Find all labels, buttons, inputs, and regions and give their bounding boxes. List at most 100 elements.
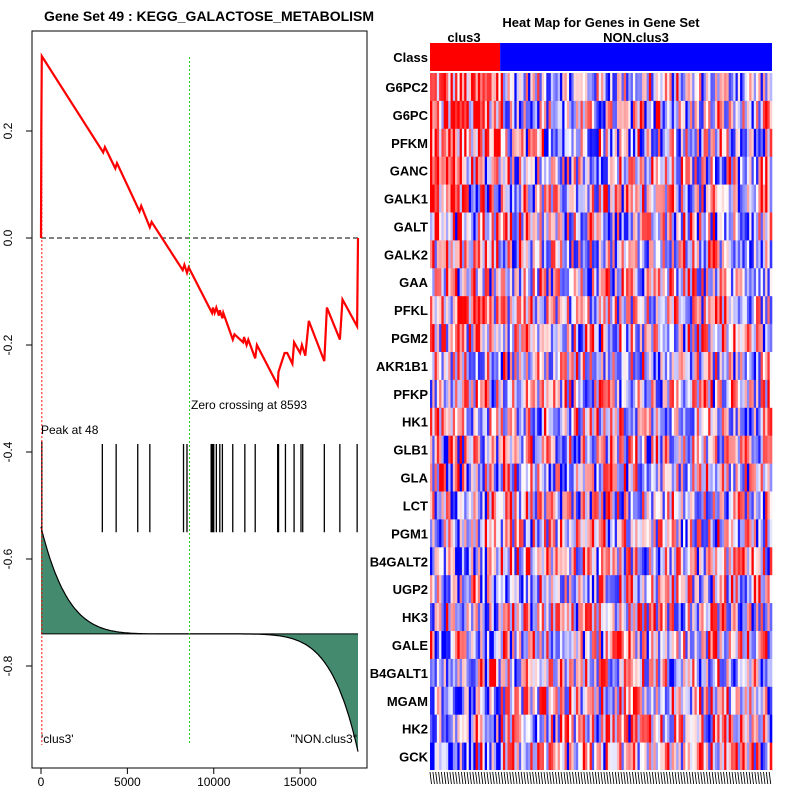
heatmap-cell	[500, 184, 504, 213]
heatmap-cell	[500, 407, 504, 436]
heatmap-cell	[708, 212, 711, 241]
heatmap-cell	[591, 212, 595, 241]
heatmap-cell	[726, 156, 729, 185]
heatmap-cell	[548, 463, 552, 492]
heatmap-cell	[762, 435, 766, 464]
heatmap-cell	[630, 100, 634, 130]
heatmap-cell	[514, 603, 517, 632]
heatmap-cell	[705, 324, 709, 353]
heatmap-cell	[705, 686, 709, 715]
heatmap-cell	[628, 631, 631, 660]
heatmap-cell	[712, 463, 716, 492]
heatmap-cell	[573, 100, 577, 130]
heatmap-cell	[623, 73, 627, 102]
heatmap-cell	[500, 156, 504, 185]
heatmap-cell	[621, 73, 625, 102]
heatmap-cell	[628, 686, 631, 715]
sample-label-tick	[483, 771, 487, 785]
heatmap-cell	[667, 212, 670, 241]
heatmap-cell	[443, 519, 447, 548]
heatmap-cell	[525, 352, 529, 381]
heatmap-cell	[582, 463, 586, 492]
heatmap-cell	[696, 435, 700, 464]
heatmap-cell	[532, 575, 536, 604]
heatmap-cell	[507, 156, 511, 185]
heatmap-cell	[445, 73, 449, 102]
heatmap-cell	[475, 631, 479, 660]
heatmap-cell	[744, 128, 748, 157]
heatmap-cell	[573, 324, 577, 353]
heatmap-cell	[753, 658, 757, 688]
heatmap-cell	[673, 156, 677, 185]
sample-label-tick	[492, 771, 495, 785]
heatmap-cell	[721, 575, 725, 604]
heatmap-cell	[598, 658, 602, 688]
heatmap-cell	[664, 714, 668, 743]
heatmap-cell	[509, 184, 513, 213]
heatmap-cell	[603, 156, 606, 185]
heatmap-cell	[658, 575, 661, 604]
heatmap-cell	[632, 324, 636, 353]
heatmap-cell	[489, 296, 492, 325]
heatmap-cell	[473, 324, 476, 353]
heatmap-cell	[626, 631, 629, 660]
heatmap-cell	[703, 156, 707, 185]
heatmap-cell	[632, 407, 636, 436]
heatmap-cell	[646, 603, 650, 632]
heatmap-cell	[717, 379, 720, 409]
heatmap-cell	[744, 324, 748, 353]
heatmap-cell	[610, 156, 613, 185]
y-tick-label: -0.2	[1, 334, 15, 355]
heatmap-cell	[468, 519, 472, 548]
heatmap-cell	[439, 686, 442, 715]
heatmap-cell	[619, 324, 622, 353]
heatmap-cell	[553, 407, 556, 436]
heatmap-cell	[639, 491, 643, 520]
heatmap-cell	[450, 407, 454, 436]
heatmap-cell	[762, 519, 766, 548]
heatmap-cell	[676, 379, 679, 409]
heatmap-cell	[553, 268, 556, 297]
heatmap-cell	[701, 268, 704, 297]
heatmap-cell	[564, 547, 568, 576]
heatmap-cell	[443, 268, 447, 297]
heatmap-cell	[710, 658, 714, 688]
heatmap-cell	[733, 240, 736, 269]
heatmap-cell	[464, 212, 467, 241]
heatmap-cell	[737, 686, 741, 715]
heatmap-cell	[694, 128, 698, 157]
heatmap-cell	[767, 658, 771, 688]
heatmap-cell	[689, 184, 693, 213]
heatmap-cell	[441, 686, 444, 715]
heatmap-cell	[441, 268, 444, 297]
heatmap-cell	[578, 686, 581, 715]
heatmap-cell	[550, 519, 554, 548]
heatmap-cell	[639, 658, 643, 688]
heatmap-cell	[767, 352, 771, 381]
heatmap-cell	[482, 100, 486, 130]
heatmap-cell	[726, 240, 729, 269]
heatmap-cell	[475, 128, 479, 157]
sample-label-tick	[466, 771, 470, 785]
sample-label-tick	[737, 771, 740, 785]
heatmap-cell	[489, 547, 492, 576]
heatmap-cell	[507, 240, 511, 269]
heatmap-cell	[728, 435, 732, 464]
heatmap-cell	[760, 296, 764, 325]
heatmap-cell	[523, 128, 527, 157]
heatmap-cell	[555, 128, 558, 157]
heatmap-cell	[566, 435, 570, 464]
heatmap-cell	[569, 491, 572, 520]
heatmap-cell	[705, 128, 709, 157]
heatmap-cell	[436, 156, 440, 185]
heatmap-cell	[760, 324, 764, 353]
heatmap-cell	[455, 435, 458, 464]
heatmap-cell	[601, 100, 604, 130]
heatmap-cell	[699, 491, 702, 520]
heatmap-cell	[607, 631, 611, 660]
heatmap-cell	[653, 658, 657, 688]
heatmap-cell	[767, 156, 771, 185]
heatmap-cell	[637, 603, 641, 632]
heatmap-cell	[655, 212, 659, 241]
